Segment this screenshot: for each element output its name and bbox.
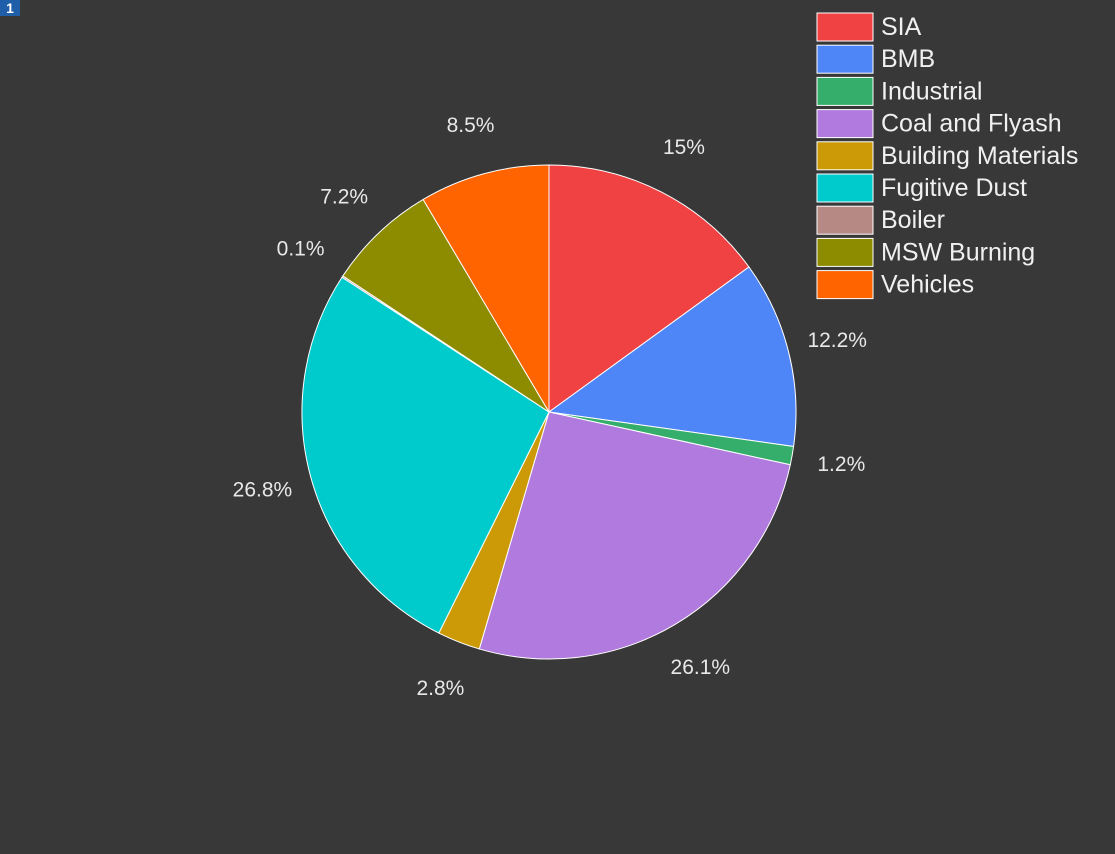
slice-label-boiler: 0.1%: [277, 238, 325, 261]
legend-swatch-fugitive-dust: [816, 173, 874, 203]
slice-label-sia: 15%: [663, 136, 705, 159]
legend-label-industrial: Industrial: [881, 77, 982, 105]
slice-label-msw-burning: 7.2%: [320, 185, 368, 208]
legend-label-bmb: BMB: [881, 45, 935, 73]
slice-bmb: [547, 266, 797, 448]
legend-label-sia: SIA: [881, 13, 922, 41]
legend-label-fugitive-dust: Fugitive Dust: [881, 174, 1027, 202]
pie-labels: 15% 12.2% 1.2% 26.1% 2.8% 26.8% 0.1% 7.2% 8.5%: [233, 114, 867, 700]
legend-swatch-coal-and-flyash: [816, 109, 874, 139]
slice-label-building-materials: 2.8%: [416, 677, 464, 700]
slice-msw-burning: [342, 198, 550, 413]
legend-swatch-industrial: [816, 76, 874, 106]
legend-label-coal-and-flyash: Coal and Flyash: [881, 110, 1062, 138]
legend-swatch-boiler: [816, 205, 874, 235]
legend: SIA BMB Industrial Coal and Flyash Building …: [816, 12, 1078, 300]
slice-label-fugitive-dust: 26.8%: [233, 478, 293, 501]
legend-label-boiler: Boiler: [881, 206, 945, 234]
legend-swatch-msw-burning: [816, 237, 874, 267]
slice-fugitive-dust: [301, 276, 550, 634]
legend-swatch-sia: [816, 12, 874, 42]
legend-swatch-building-materials: [816, 141, 874, 171]
legend-label-vehicles: Vehicles: [881, 271, 974, 299]
slice-coal-and-flyash: [478, 411, 791, 660]
slice-vehicles: [422, 164, 550, 414]
legend-swatch-vehicles: [816, 270, 874, 300]
slice-label-vehicles: 8.5%: [447, 114, 495, 137]
slice-label-bmb: 12.2%: [807, 329, 867, 352]
legend-label-msw-burning: MSW Burning: [881, 238, 1035, 266]
slice-label-industrial: 1.2%: [817, 453, 865, 476]
legend-swatch-bmb: [816, 44, 874, 74]
pie-slices: [301, 164, 797, 660]
slice-label-coal-and-flyash: 26.1%: [671, 656, 731, 679]
legend-label-building-materials: Building Materials: [881, 142, 1078, 170]
slice-sia: [548, 164, 750, 413]
panel-number-badge: 1: [0, 0, 20, 16]
